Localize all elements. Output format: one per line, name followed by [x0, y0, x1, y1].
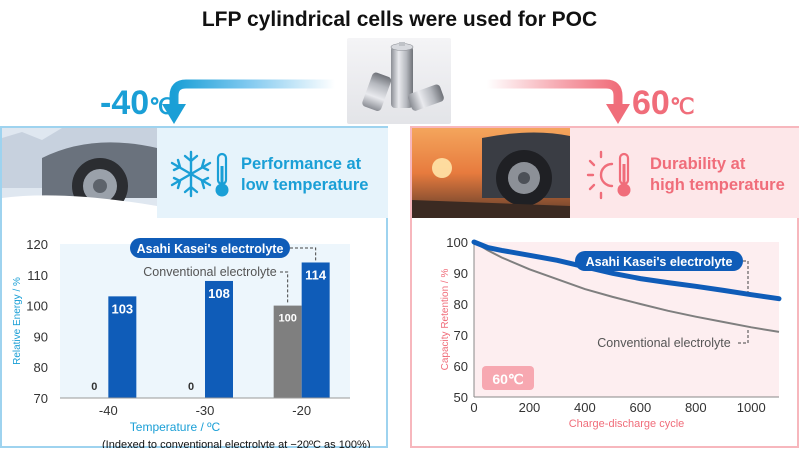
high-temp-title-line2: high temperature	[650, 176, 785, 194]
bar-label-asahi: 114	[305, 267, 327, 282]
y-tick-label: 110	[27, 268, 48, 283]
chart-note: (Indexed to conventional electrolyte at …	[102, 439, 371, 448]
battery-cells-photo	[347, 38, 451, 124]
x-axis-title: Charge-discharge cycle	[569, 418, 685, 430]
bar-asahi	[205, 280, 233, 398]
legend-asahi-leader	[743, 260, 749, 292]
bar-label-conventional: 0	[188, 381, 194, 393]
y-axis-title: Relative Energy / %	[12, 277, 23, 365]
low-temp-title-line2: low temperature	[241, 176, 369, 194]
high-temp-title: Durability at high temperature	[650, 154, 785, 196]
snowy-tire-photo	[2, 128, 157, 218]
low-temp-label: -40℃	[100, 84, 174, 123]
y-tick-label: 80	[454, 297, 468, 312]
x-tick-label: -40	[99, 403, 118, 418]
high-temp-unit: ℃	[669, 94, 695, 119]
low-temp-unit: ℃	[149, 94, 174, 119]
low-temp-title: Performance at low temperature	[241, 154, 368, 196]
sunset-road-photo	[412, 128, 570, 218]
y-axis-title: Capacity Retention / %	[440, 269, 451, 371]
legend-asahi-label: Asahi Kasei's electrolyte	[137, 242, 284, 256]
cell-standing	[390, 42, 414, 108]
y-tick-label: 70	[34, 391, 48, 406]
temp-badge	[482, 366, 534, 390]
y-tick-label: 90	[34, 329, 48, 344]
low-temp-number: -40	[100, 84, 150, 122]
legend-asahi-pill	[130, 238, 290, 258]
y-tick-label: 60	[454, 359, 468, 374]
relative-energy-bar-chart: 7080901001101200103-400108-30100114-20Te…	[12, 237, 371, 448]
snowflake-thermometer-icon	[170, 150, 229, 198]
y-tick-label: 90	[454, 266, 468, 281]
legend-asahi-pill	[575, 251, 743, 271]
bar-asahi	[301, 262, 330, 398]
x-tick-label: 400	[574, 400, 596, 415]
battery-cells-image	[362, 42, 444, 111]
legend-conventional-leader	[738, 329, 749, 344]
sunset-road-image	[412, 128, 570, 218]
temp-badge-label: 60℃	[492, 371, 524, 387]
y-tick-label: 100	[446, 235, 468, 250]
bar-label-asahi: 108	[208, 286, 230, 301]
legend-asahi-leader	[290, 247, 317, 261]
series-line-conventional	[473, 241, 780, 333]
bar-label-asahi: 103	[111, 301, 133, 316]
left-arrow	[169, 79, 335, 106]
high-temp-number: 60	[632, 84, 670, 122]
x-tick-label: 800	[685, 400, 707, 415]
x-axis-title: Temperature / ºC	[130, 420, 221, 434]
legend-asahi-label: Asahi Kasei's electrolyte	[586, 255, 733, 269]
high-temp-title-line1: Durability at	[650, 155, 746, 173]
y-tick-label: 80	[34, 360, 48, 375]
legend-conventional-label: Conventional electrolyte	[143, 265, 276, 279]
cell-lying-left	[362, 72, 392, 111]
right-arrow	[487, 79, 623, 106]
high-temp-header: Durability at high temperature	[570, 128, 799, 218]
arrows-layer	[162, 79, 630, 124]
low-temp-header: Performance at low temperature	[157, 128, 388, 218]
low-temp-title-line1: Performance at	[241, 155, 362, 173]
bar-conventional	[273, 305, 302, 398]
x-tick-label: -30	[196, 403, 215, 418]
x-tick-label: 200	[519, 400, 541, 415]
bar-label-conventional: 100	[278, 313, 296, 325]
bar-label-conventional: 0	[91, 381, 97, 393]
legend-conventional-label: Conventional electrolyte	[597, 336, 730, 350]
x-tick-label: -20	[292, 403, 311, 418]
x-tick-label: 600	[630, 400, 652, 415]
x-tick-label: 0	[470, 400, 477, 415]
cell-lying-right	[408, 84, 444, 111]
x-tick-label: 1000	[737, 400, 766, 415]
page-title: LFP cylindrical cells were used for POC	[201, 8, 598, 31]
snowy-tire-image	[2, 128, 157, 218]
series-line-asahi	[471, 239, 782, 302]
y-tick-label: 50	[454, 390, 468, 405]
y-tick-label: 70	[454, 328, 468, 343]
right-arrow-head	[606, 104, 630, 124]
sun-thermometer-icon	[586, 150, 631, 200]
y-tick-label: 120	[26, 237, 48, 252]
legend-conventional-leader	[280, 271, 289, 304]
high-temp-label: 60℃	[632, 84, 695, 123]
y-tick-label: 100	[26, 299, 48, 314]
bar-asahi	[108, 296, 137, 398]
left-arrow-head	[162, 104, 186, 124]
